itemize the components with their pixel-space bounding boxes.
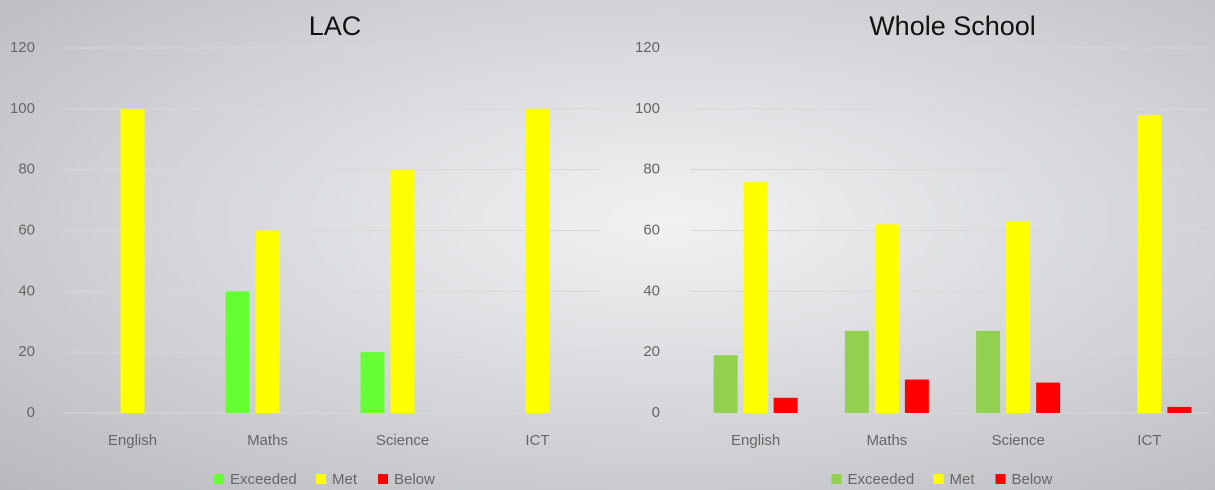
bar <box>773 397 798 413</box>
bar <box>525 108 550 413</box>
x-tick-label: English <box>731 432 780 449</box>
x-tick-label: Maths <box>866 432 907 449</box>
bar <box>225 291 250 413</box>
legend-swatch <box>831 474 842 484</box>
legend-label: Below <box>1012 471 1053 488</box>
y-tick-label: 80 <box>18 161 35 178</box>
legend-swatch <box>378 474 388 484</box>
x-tick-label: English <box>108 432 157 449</box>
chart-title: LAC <box>309 11 362 41</box>
y-tick-label: 100 <box>10 100 35 117</box>
x-tick-label: ICT <box>1137 432 1161 449</box>
y-tick-label: 20 <box>643 343 660 360</box>
bar <box>120 108 145 413</box>
bar <box>844 330 869 413</box>
y-tick-label: 60 <box>18 221 35 238</box>
x-tick-label: Science <box>376 432 429 449</box>
bar <box>874 224 899 413</box>
legend-label: Exceeded <box>848 471 915 488</box>
x-tick-label: ICT <box>525 432 549 449</box>
y-tick-label: 40 <box>643 282 660 299</box>
bar <box>743 181 768 413</box>
bar <box>904 379 929 413</box>
bar <box>713 355 738 413</box>
bar <box>390 169 415 413</box>
y-tick-label: 80 <box>643 161 660 178</box>
y-tick-label: 40 <box>18 282 35 299</box>
legend-swatch <box>214 474 224 484</box>
legend-label: Met <box>950 471 976 488</box>
legend-label: Below <box>394 471 435 488</box>
legend-label: Met <box>332 471 358 488</box>
bar <box>1167 406 1192 413</box>
y-tick-label: 120 <box>10 39 35 56</box>
x-tick-label: Science <box>991 432 1044 449</box>
y-tick-label: 20 <box>18 343 35 360</box>
legend-swatch <box>933 474 944 484</box>
y-tick-label: 0 <box>27 404 35 421</box>
bar <box>1036 382 1061 413</box>
y-tick-label: 0 <box>652 404 660 421</box>
legend-label: Exceeded <box>230 471 297 488</box>
legend-swatch <box>995 474 1006 484</box>
x-tick-label: Maths <box>247 432 288 449</box>
bar <box>1006 221 1031 413</box>
legend-swatch <box>316 474 326 484</box>
y-tick-label: 100 <box>635 100 660 117</box>
bar <box>976 330 1001 413</box>
bar <box>255 230 280 413</box>
y-tick-label: 120 <box>635 39 660 56</box>
bar <box>1137 114 1162 414</box>
y-tick-label: 60 <box>643 221 660 238</box>
chart-title: Whole School <box>869 11 1036 41</box>
bar <box>360 352 385 413</box>
